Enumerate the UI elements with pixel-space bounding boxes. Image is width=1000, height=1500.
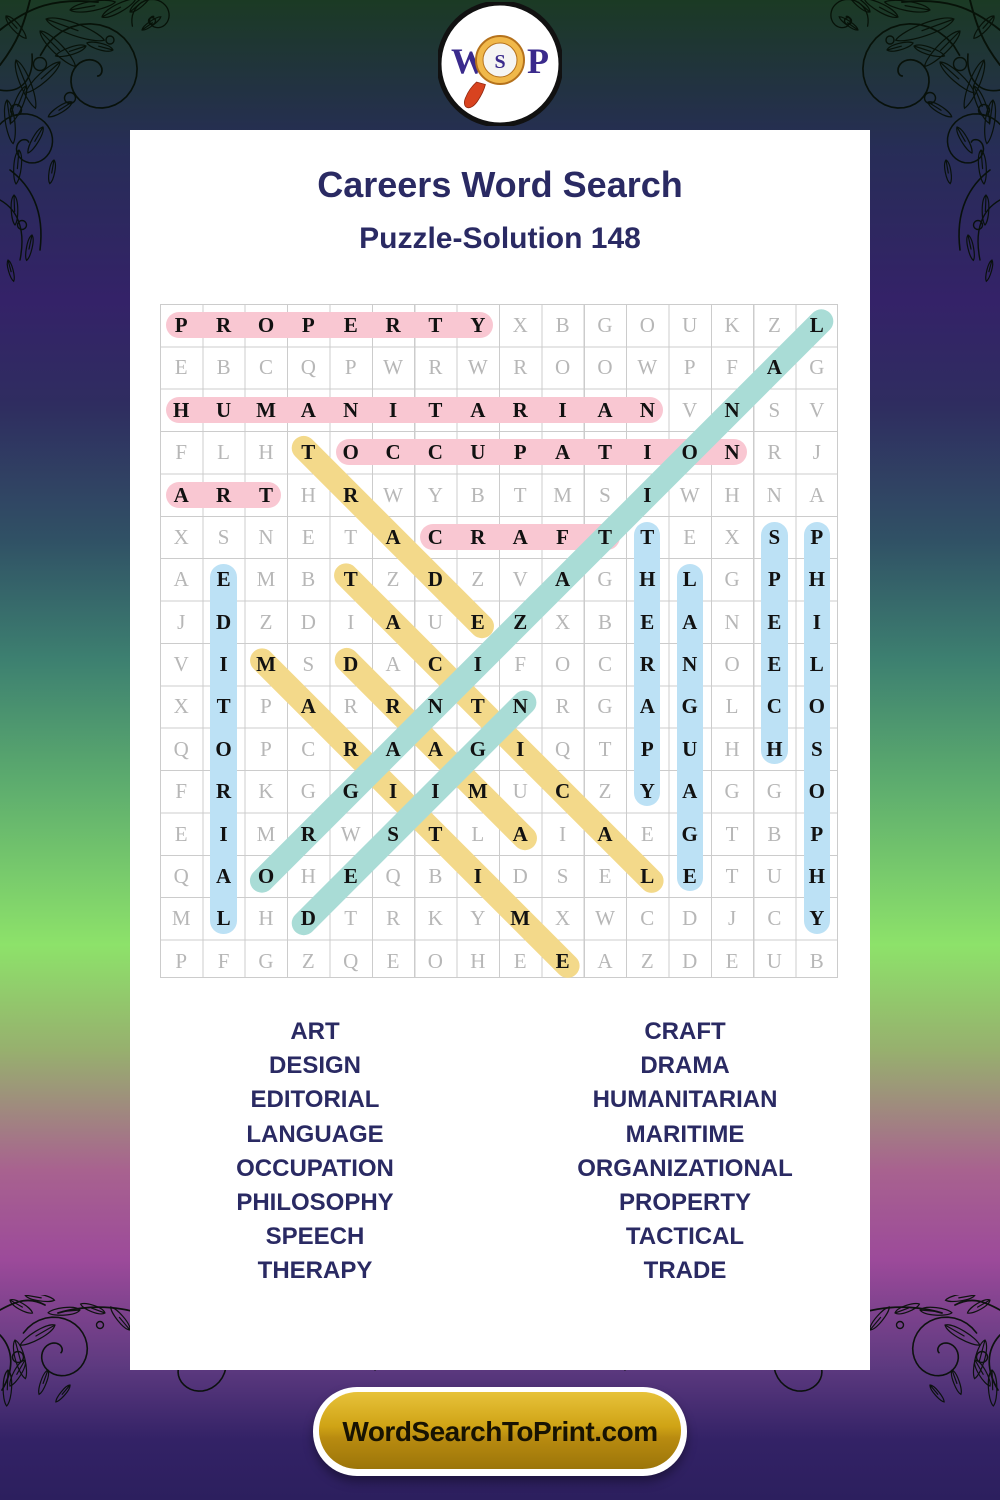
svg-text:P: P (527, 41, 549, 81)
svg-text:S: S (494, 51, 505, 73)
